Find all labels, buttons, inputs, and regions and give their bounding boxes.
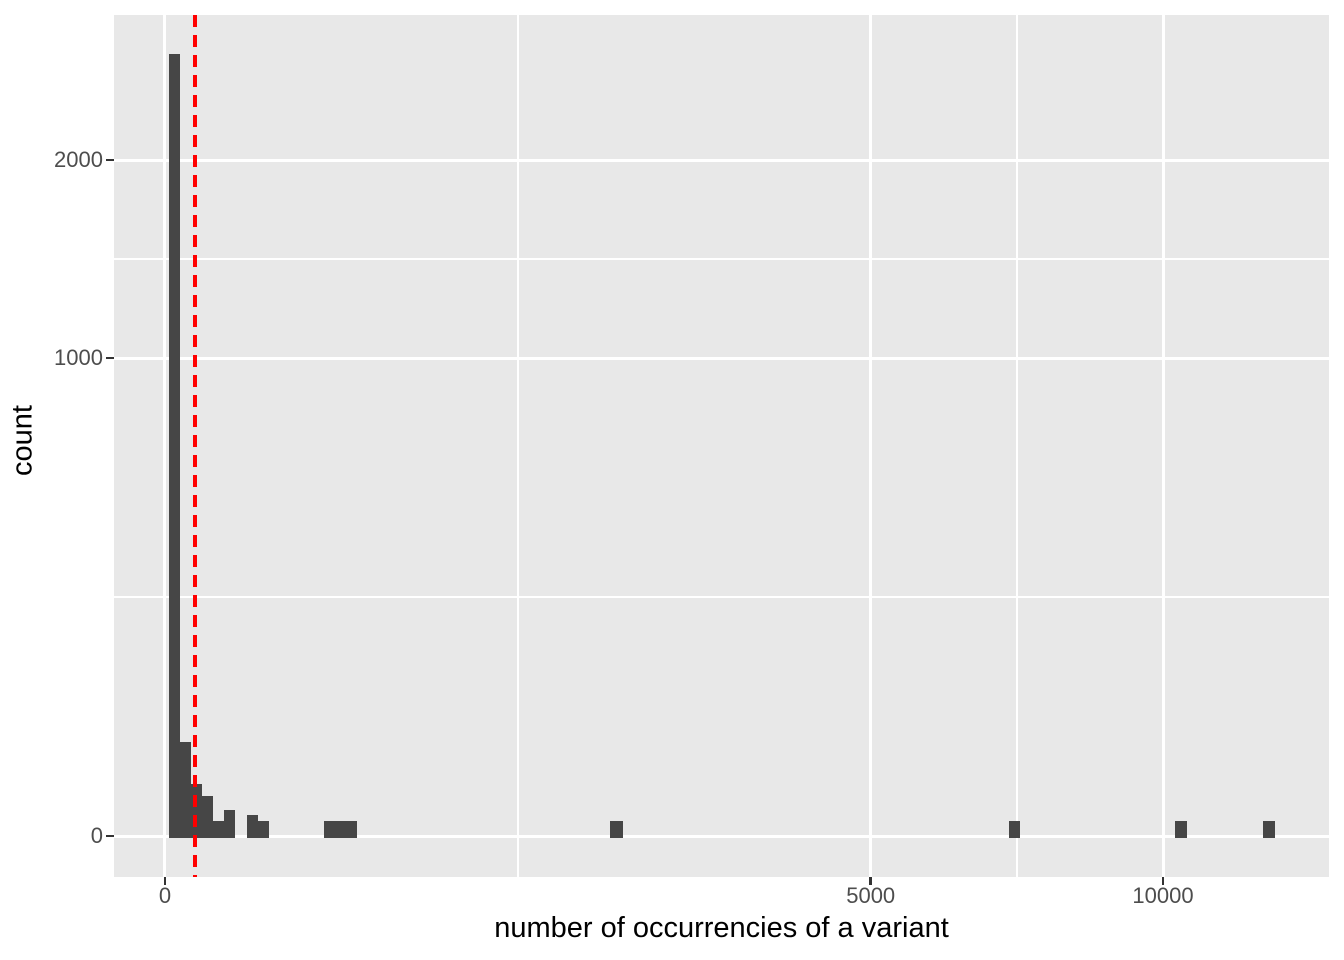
gridline-major-horizontal xyxy=(114,834,1329,838)
histogram-bar xyxy=(180,741,191,838)
x-axis-title: number of occurrencies of a variant xyxy=(494,912,949,944)
x-axis-tick xyxy=(163,877,167,885)
y-axis-tick-label: 1000 xyxy=(54,345,103,371)
histogram-bar xyxy=(1263,820,1275,838)
gridline-minor-vertical xyxy=(1015,15,1018,877)
histogram-bar xyxy=(202,796,214,838)
histogram-bar xyxy=(324,820,357,838)
histogram-bar xyxy=(609,820,623,838)
gridline-minor-horizontal xyxy=(114,258,1329,261)
vline-threshold xyxy=(192,15,197,877)
x-axis-tick-label: 0 xyxy=(158,883,172,908)
histogram-bar xyxy=(168,53,181,838)
x-axis-tick xyxy=(869,877,872,885)
histogram-bar xyxy=(258,820,270,838)
gridline-major-vertical xyxy=(1161,15,1165,877)
x-axis-tick-label: 10000 xyxy=(1132,883,1194,908)
plot-panel xyxy=(114,15,1329,877)
histogram-bar xyxy=(246,814,259,838)
gridline-minor-vertical xyxy=(516,15,519,877)
y-axis-tick-label: 0 xyxy=(90,823,103,849)
histogram-bar xyxy=(223,809,235,838)
x-axis-tick-label: 5000 xyxy=(846,883,896,908)
y-axis-tick xyxy=(106,834,114,838)
gridline-major-vertical xyxy=(163,15,167,877)
y-axis-tick xyxy=(106,356,114,360)
gridline-major-horizontal xyxy=(114,356,1329,360)
gridline-minor-horizontal xyxy=(114,596,1329,599)
y-axis-tick-label: 2000 xyxy=(54,147,103,173)
histogram-bar xyxy=(213,820,224,838)
histogram-bar xyxy=(1175,820,1187,838)
x-axis-tick xyxy=(1161,877,1165,885)
gridline-major-vertical xyxy=(869,15,873,877)
y-axis-tick xyxy=(106,158,114,162)
gridline-major-horizontal xyxy=(114,158,1329,162)
histogram-bar xyxy=(1009,820,1020,838)
y-axis-title: count xyxy=(6,405,39,476)
